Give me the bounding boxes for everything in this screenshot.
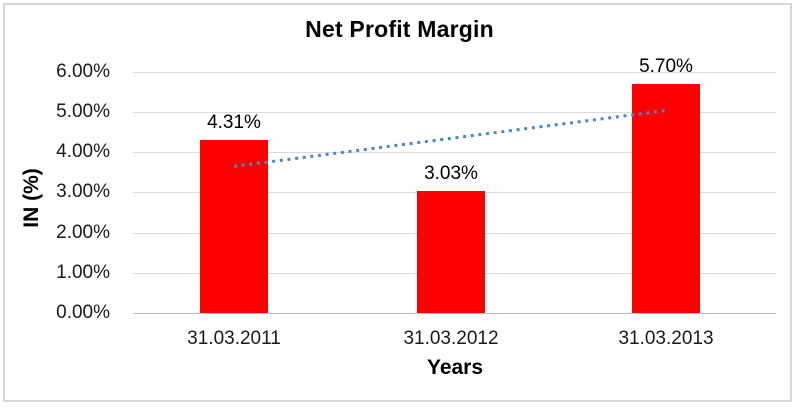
y-axis-tick-label: 4.00%	[56, 141, 110, 162]
bar	[200, 140, 268, 313]
bar-data-label: 4.31%	[207, 112, 261, 133]
y-axis-tick-label: 2.00%	[56, 222, 110, 243]
x-axis-title: Years	[426, 356, 484, 379]
y-axis-tick-label: 6.00%	[56, 61, 110, 82]
gridline	[133, 313, 776, 314]
bar	[632, 84, 700, 313]
x-axis-tick-label: 31.03.2013	[618, 328, 714, 349]
x-axis-tick-label: 31.03.2011	[187, 328, 281, 349]
y-axis-tick-label: 5.00%	[56, 101, 110, 122]
bar	[417, 191, 485, 313]
bar-data-label: 5.70%	[639, 56, 693, 77]
gridline	[133, 72, 776, 73]
chart-title: Net Profit Margin	[305, 16, 494, 42]
y-axis-tick-label: 0.00%	[56, 302, 110, 323]
x-axis-tick-label: 31.03.2012	[403, 328, 499, 349]
y-axis-tick-label: 1.00%	[56, 262, 110, 283]
bar-data-label: 3.03%	[424, 163, 478, 184]
y-axis-tick-label: 3.00%	[56, 181, 110, 202]
